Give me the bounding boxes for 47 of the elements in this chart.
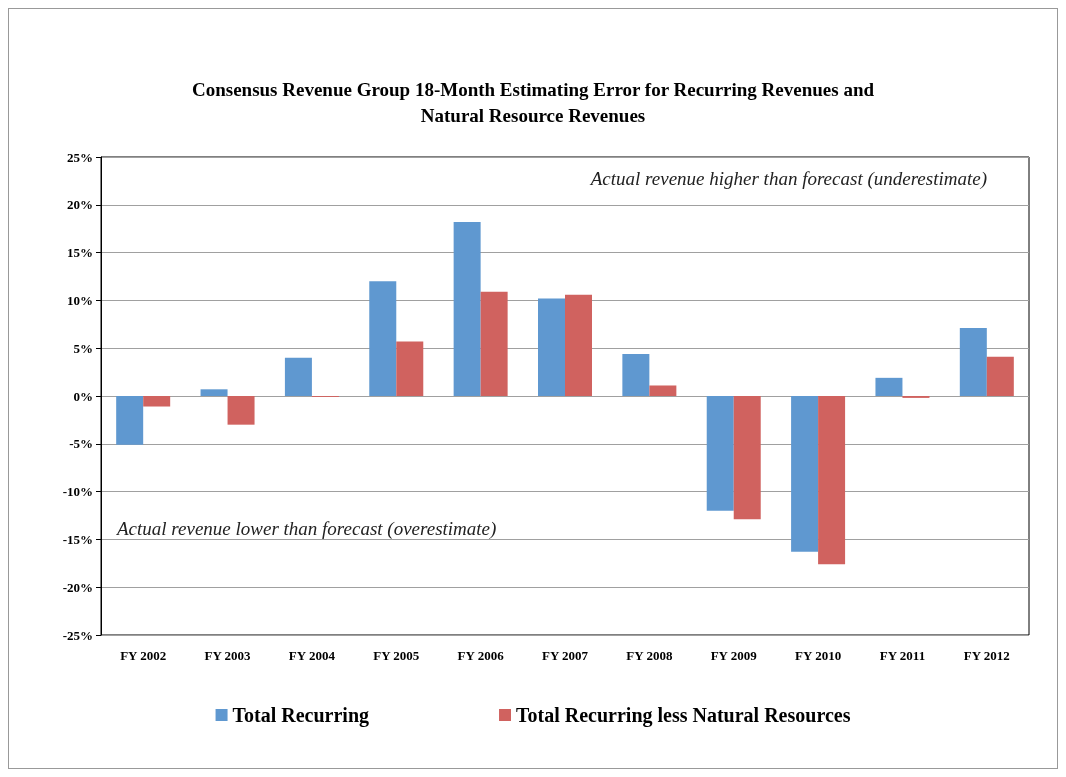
x-tick-label: FY 2002 [120, 648, 167, 663]
bar [227, 396, 255, 425]
y-tick-label: -10% [62, 484, 93, 500]
y-tick-label: 25% [67, 149, 93, 165]
y-tick-label: 0% [73, 388, 93, 404]
bar [480, 291, 508, 396]
legend-label: Total Recurring [232, 704, 370, 727]
bar [116, 396, 144, 445]
x-tick-label: FY 2008 [626, 648, 673, 663]
x-tick-label: FY 2006 [457, 648, 505, 663]
x-tick-label: FY 2007 [541, 648, 589, 663]
bar [200, 389, 228, 396]
bar [733, 396, 761, 520]
x-tick-label: FY 2012 [963, 648, 1010, 663]
bar [818, 396, 846, 565]
x-tick-label: FY 2003 [204, 648, 252, 663]
bar [453, 222, 481, 396]
x-tick-label: FY 2004 [288, 648, 336, 663]
bar [649, 385, 677, 396]
bar [396, 341, 424, 396]
y-tick-label: -25% [62, 627, 93, 643]
chart-title: Consensus Revenue Group 18-Month Estimating Error for Recurring Revenues and Natural Resource Revenues [191, 78, 875, 126]
x-tick-label: FY 2010 [795, 648, 842, 663]
y-tick-label: 10% [67, 292, 93, 308]
annotation: Actual revenue higher than forecast (underestimate) [588, 168, 988, 190]
x-tick-label: FY 2005 [373, 648, 420, 663]
bar [565, 294, 592, 396]
bar [622, 353, 650, 396]
annotation: Actual revenue lower than forecast (overestimate) [115, 518, 497, 540]
y-tick-label: 5% [73, 340, 93, 356]
y-tick-label: 20% [67, 197, 93, 213]
y-tick-label: -20% [62, 579, 93, 595]
y-tick-label: -15% [62, 531, 93, 547]
bar [875, 377, 903, 396]
bar [143, 396, 171, 407]
bar [986, 356, 1014, 396]
bar [369, 281, 397, 396]
x-tick-label: FY 2009 [710, 648, 758, 663]
y-tick-label: -5% [69, 436, 93, 452]
y-tick-label: 15% [67, 245, 93, 261]
bar [959, 328, 987, 396]
x-tick-label: FY 2011 [879, 648, 926, 663]
bar [538, 298, 565, 396]
bar [284, 357, 312, 396]
bar [791, 396, 819, 552]
legend-label: Total Recurring less Natural Resources [516, 704, 851, 727]
bar [706, 396, 734, 511]
